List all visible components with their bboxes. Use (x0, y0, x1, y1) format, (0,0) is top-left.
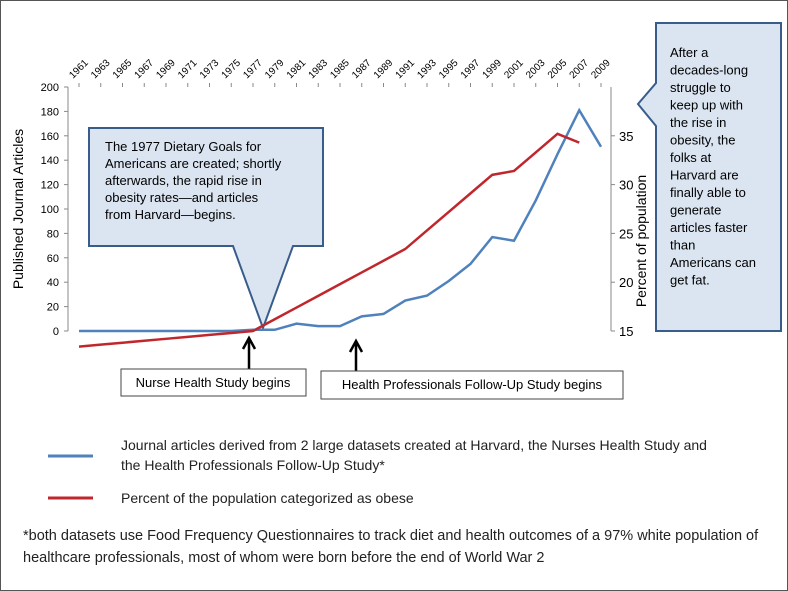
callout-text: from Harvard—begins. (105, 207, 236, 222)
footnote: *both datasets use Food Frequency Questi… (23, 528, 759, 566)
event-box (320, 370, 624, 400)
x-tick-label: 1971 (176, 57, 200, 81)
x-tick-label: 1991 (394, 57, 418, 81)
x-tick-label: 1985 (328, 57, 352, 81)
y-tick-label: 180 (41, 106, 59, 118)
y-tick-label: 80 (47, 228, 59, 240)
x-tick-label: 1973 (198, 57, 222, 81)
x-tick-label: 1995 (437, 57, 461, 81)
callout-text: folks at (670, 150, 712, 165)
legend-label: Journal articles derived from 2 large da… (121, 437, 707, 473)
callout-text: struggle to (670, 80, 731, 95)
x-tick-label: 2007 (568, 57, 592, 81)
x-tick-label: 1975 (220, 57, 244, 81)
y2-tick-label: 35 (619, 129, 633, 144)
callout-text: afterwards, the rapid rise in (105, 173, 262, 188)
callout-text: articles faster (670, 220, 748, 235)
callout-text: the rise in (670, 115, 726, 130)
callout-text: obesity, the (670, 133, 736, 148)
callout-text: generate (670, 203, 721, 218)
callout-text: obesity rates—and articles (105, 190, 259, 205)
x-tick-label: 1981 (285, 57, 309, 81)
callout-text: The 1977 Dietary Goals for (105, 139, 262, 154)
x-tick-label: 1993 (415, 57, 439, 81)
x-tick-label: 1961 (67, 57, 91, 81)
callout-text: than (670, 238, 695, 253)
x-tick-label: 1983 (307, 57, 331, 81)
x-tick-label: 1979 (263, 57, 287, 81)
x-tick-label: 2001 (502, 57, 526, 81)
y-tick-label: 100 (41, 204, 59, 216)
x-tick-label: 1997 (459, 57, 483, 81)
x-tick-label: 1999 (481, 57, 505, 81)
x-tick-label: 1963 (89, 57, 113, 81)
y-axis-title: Published Journal Articles (10, 129, 26, 289)
callout-text: finally able to (670, 185, 746, 200)
series-line (78, 132, 580, 348)
x-tick-label: 1967 (133, 57, 157, 81)
y-tick-label: 160 (41, 131, 59, 143)
x-tick-label: 2003 (524, 57, 548, 81)
callout-text: Harvard are (670, 168, 739, 183)
y-tick-label: 0 (53, 326, 59, 338)
callout-text: get fat. (670, 273, 710, 288)
arrow (241, 335, 257, 371)
callout-text: decades-long (670, 63, 748, 78)
callout-right-box (636, 22, 782, 332)
y2-tick-label: 25 (619, 226, 633, 241)
event-box (120, 368, 307, 397)
y-tick-label: 60 (47, 253, 59, 265)
y2-axis-title: Percent of population (633, 175, 649, 307)
y-tick-label: 200 (41, 82, 59, 94)
callout-left-box (88, 127, 324, 331)
callout-text: Americans can (670, 255, 756, 270)
x-tick-label: 1989 (372, 57, 396, 81)
callout-text: After a (670, 45, 709, 60)
callout-text: Americans are created; shortly (105, 156, 282, 171)
y2-tick-label: 30 (619, 178, 633, 193)
x-tick-label: 2009 (589, 57, 613, 81)
event-label: Health Professionals Follow-Up Study beg… (342, 377, 603, 392)
x-tick-label: 1987 (350, 57, 374, 81)
callout-text: keep up with (670, 98, 743, 113)
x-tick-label: 1977 (241, 57, 265, 81)
y-tick-label: 120 (41, 180, 59, 192)
x-tick-label: 1969 (154, 57, 178, 81)
arrow (348, 338, 364, 371)
y2-tick-label: 15 (619, 324, 633, 339)
x-tick-label: 1965 (111, 57, 135, 81)
legend-label: Percent of the population categorized as… (121, 490, 414, 506)
y-tick-label: 40 (47, 277, 59, 289)
y-tick-label: 20 (47, 302, 59, 314)
event-label: Nurse Health Study begins (136, 375, 291, 390)
y-tick-label: 140 (41, 155, 59, 167)
y2-tick-label: 20 (619, 275, 633, 290)
x-tick-label: 2005 (546, 57, 570, 81)
series-line (79, 107, 603, 333)
